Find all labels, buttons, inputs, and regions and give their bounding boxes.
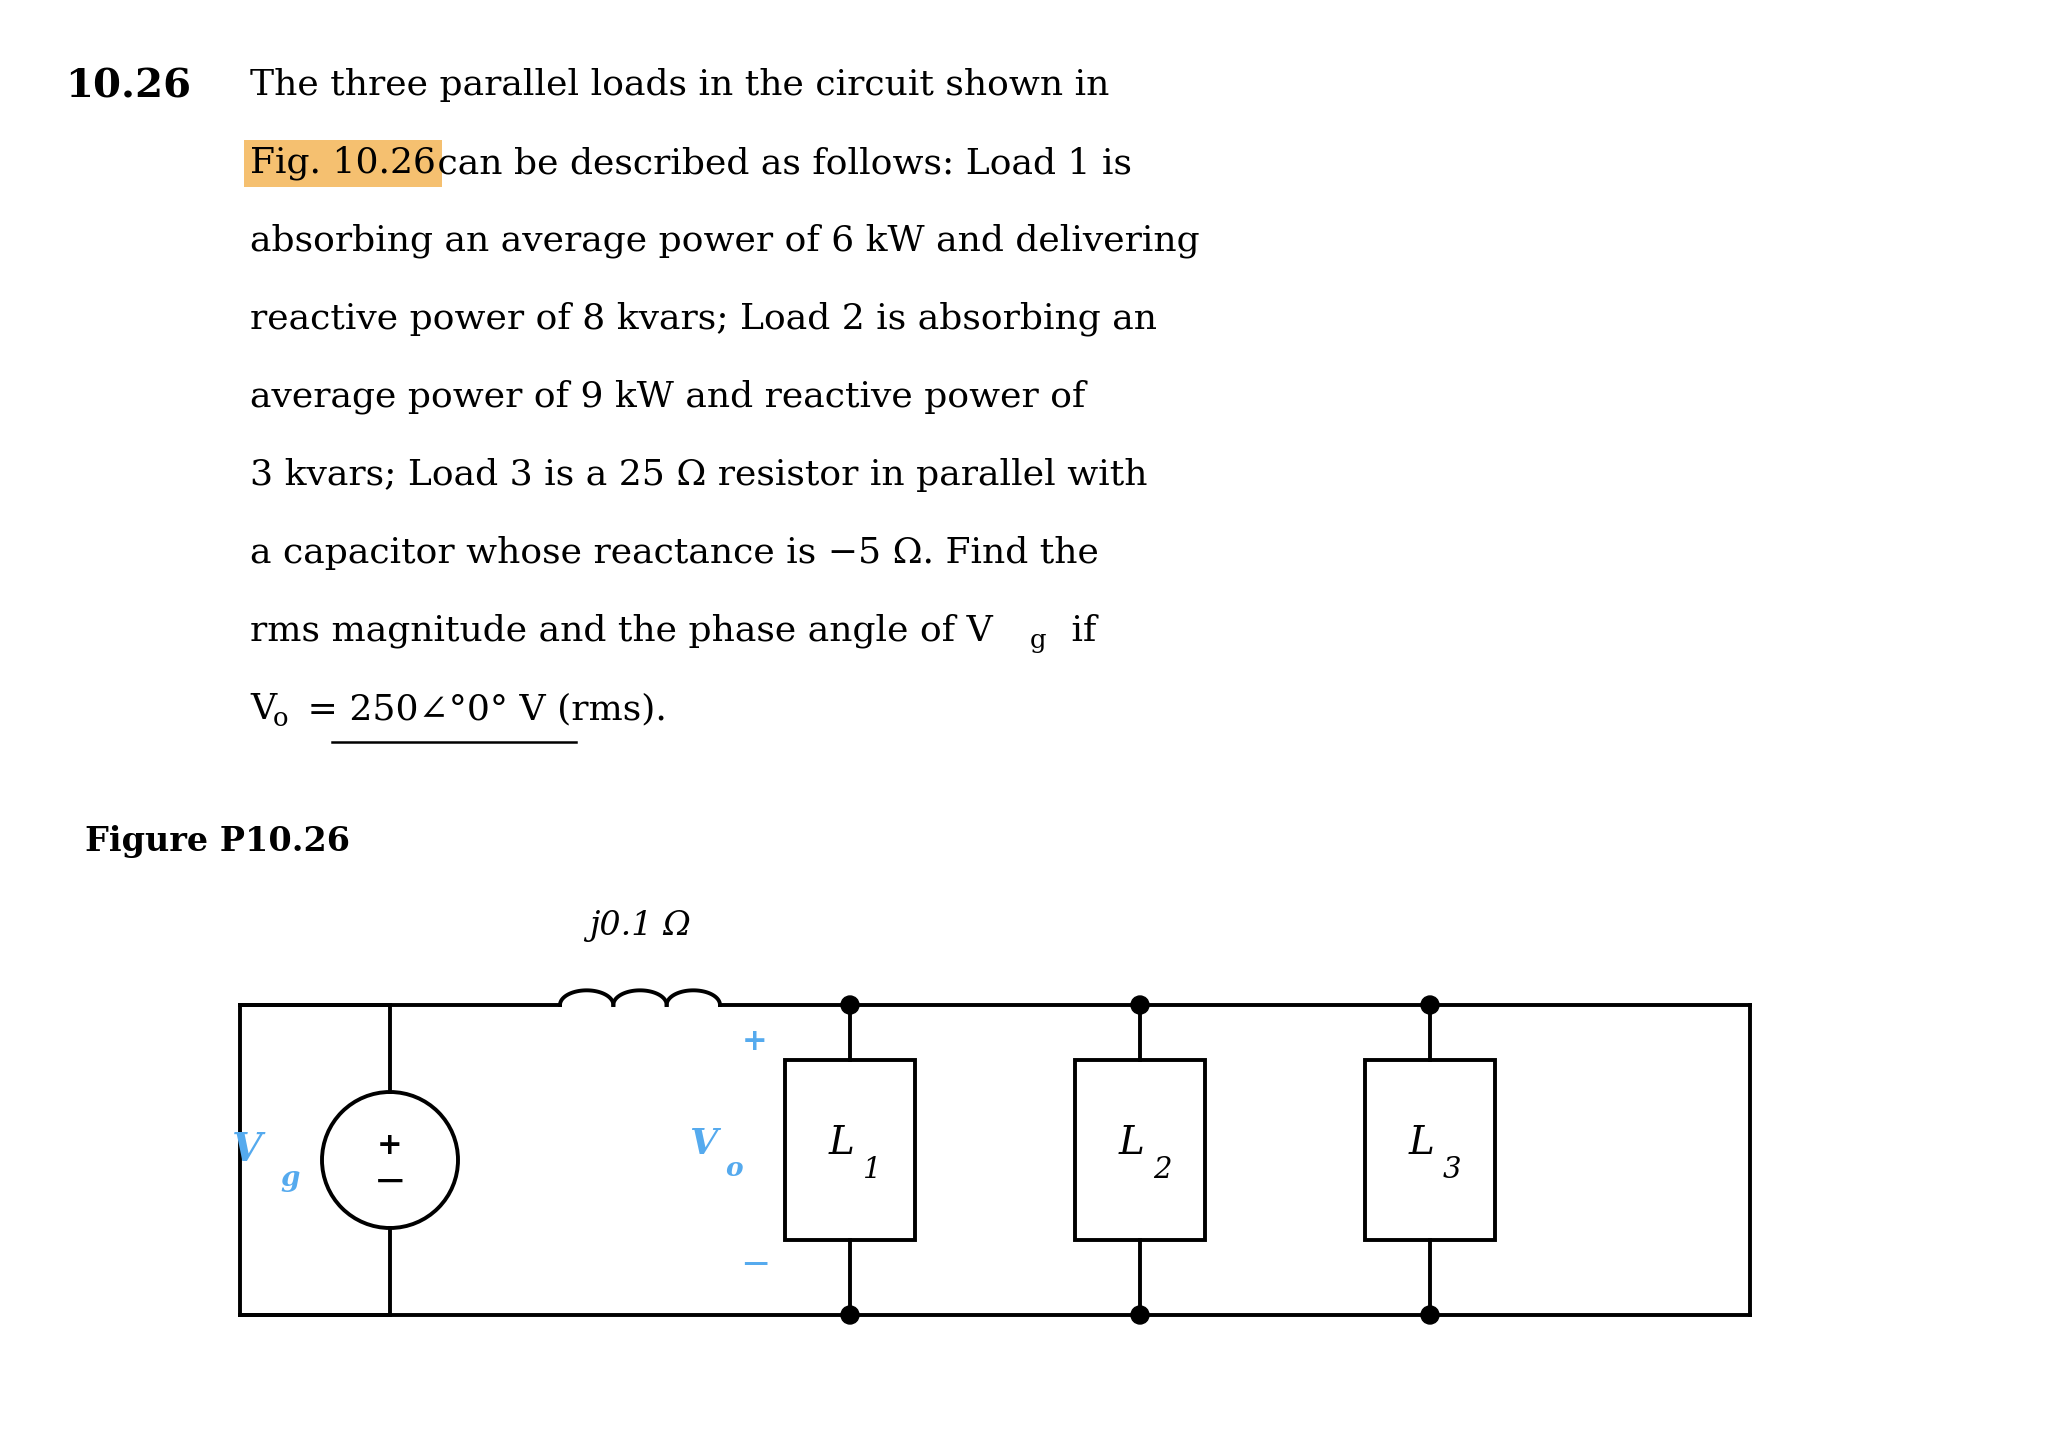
Text: −: − [741,1249,769,1282]
Text: reactive power of 8 kvars; Load 2 is absorbing an: reactive power of 8 kvars; Load 2 is abs… [250,302,1156,337]
Text: rms magnitude and the phase angle of V: rms magnitude and the phase angle of V [250,614,992,649]
Text: L: L [1410,1125,1434,1163]
Text: L: L [829,1125,855,1163]
Text: 3 kvars; Load 3 is a 25 Ω resistor in parallel with: 3 kvars; Load 3 is a 25 Ω resistor in pa… [250,457,1148,492]
Text: o: o [272,706,288,730]
Text: absorbing an average power of 6 kW and delivering: absorbing an average power of 6 kW and d… [250,224,1199,258]
Text: V: V [231,1131,262,1169]
Circle shape [841,996,859,1013]
Bar [1365,1060,1496,1240]
Text: V: V [250,693,276,726]
Text: = 250∠°0° V (rms).: = 250∠°0° V (rms). [297,693,667,726]
Text: 10.26: 10.26 [65,68,190,106]
Text: Fig. 10.26: Fig. 10.26 [250,147,436,180]
Text: average power of 9 kW and reactive power of: average power of 9 kW and reactive power… [250,380,1084,414]
Text: −: − [374,1163,407,1201]
Circle shape [841,1305,859,1324]
Text: V: V [690,1127,716,1162]
Text: can be described as follows: Load 1 is: can be described as follows: Load 1 is [426,147,1131,180]
Text: The three parallel loads in the circuit shown in: The three parallel loads in the circuit … [250,68,1109,102]
Text: a capacitor whose reactance is −5 Ω. Find the: a capacitor whose reactance is −5 Ω. Fin… [250,536,1099,571]
Circle shape [1131,1305,1150,1324]
Text: L: L [1119,1125,1146,1163]
Text: 1: 1 [863,1156,882,1183]
Circle shape [1131,996,1150,1013]
Text: Figure P10.26: Figure P10.26 [86,825,350,858]
Text: 3: 3 [1442,1156,1461,1183]
Text: g: g [1029,629,1048,653]
Circle shape [1422,996,1438,1013]
Bar [1074,1060,1205,1240]
Text: if: if [1060,614,1097,648]
Text: j0.1 Ω: j0.1 Ω [589,910,692,942]
Text: +: + [376,1131,403,1160]
Bar [786,1060,915,1240]
Text: 2: 2 [1152,1156,1170,1183]
Text: g: g [280,1165,301,1192]
Circle shape [1422,1305,1438,1324]
Text: +: + [743,1028,767,1057]
Text: o: o [726,1156,743,1180]
